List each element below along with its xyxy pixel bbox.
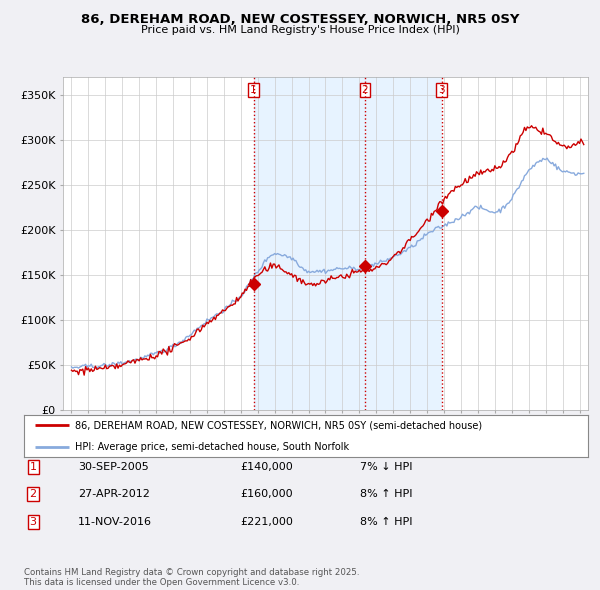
Text: 3: 3 (439, 85, 445, 95)
Text: 1: 1 (250, 85, 257, 95)
Text: 1: 1 (29, 463, 37, 472)
Text: 8% ↑ HPI: 8% ↑ HPI (360, 517, 413, 526)
Text: 86, DEREHAM ROAD, NEW COSTESSEY, NORWICH, NR5 0SY (semi-detached house): 86, DEREHAM ROAD, NEW COSTESSEY, NORWICH… (75, 421, 482, 430)
Text: 86, DEREHAM ROAD, NEW COSTESSEY, NORWICH, NR5 0SY: 86, DEREHAM ROAD, NEW COSTESSEY, NORWICH… (81, 13, 519, 26)
Text: £140,000: £140,000 (240, 463, 293, 472)
Text: Price paid vs. HM Land Registry's House Price Index (HPI): Price paid vs. HM Land Registry's House … (140, 25, 460, 35)
Text: 2: 2 (29, 490, 37, 499)
Text: HPI: Average price, semi-detached house, South Norfolk: HPI: Average price, semi-detached house,… (75, 442, 349, 451)
Text: 3: 3 (29, 517, 37, 526)
Text: 11-NOV-2016: 11-NOV-2016 (78, 517, 152, 526)
Text: £221,000: £221,000 (240, 517, 293, 526)
Text: 30-SEP-2005: 30-SEP-2005 (78, 463, 149, 472)
Text: 27-APR-2012: 27-APR-2012 (78, 490, 150, 499)
Text: Contains HM Land Registry data © Crown copyright and database right 2025.
This d: Contains HM Land Registry data © Crown c… (24, 568, 359, 587)
Bar (254, 77, 442, 410)
Text: 7% ↓ HPI: 7% ↓ HPI (360, 463, 413, 472)
Text: £160,000: £160,000 (240, 490, 293, 499)
Text: 2: 2 (362, 85, 368, 95)
Text: 8% ↑ HPI: 8% ↑ HPI (360, 490, 413, 499)
